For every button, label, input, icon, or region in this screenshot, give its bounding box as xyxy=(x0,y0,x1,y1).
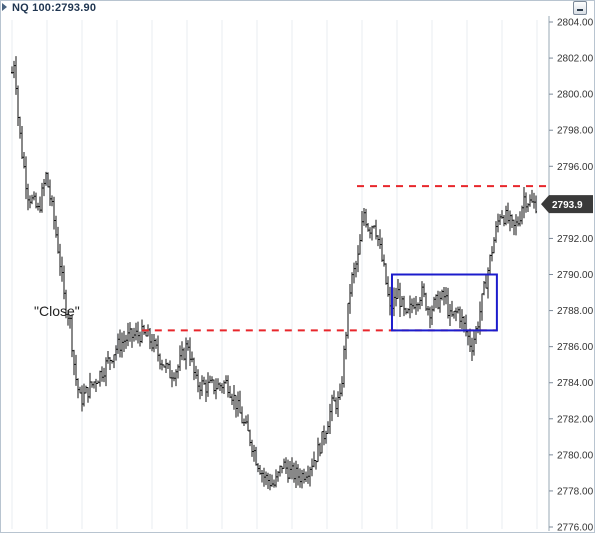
y-tick-label: 2788.00 xyxy=(557,306,594,317)
range-box xyxy=(390,273,498,332)
minimize-button[interactable] xyxy=(573,1,587,15)
collapse-arrow-icon[interactable] xyxy=(2,3,7,11)
y-tick-label: 2796.00 xyxy=(557,162,594,173)
last-price-label: 2793.9 xyxy=(552,200,583,211)
y-tick-label: 2786.00 xyxy=(557,342,594,353)
minimize-icon xyxy=(577,9,583,11)
y-tick-label: 2776.00 xyxy=(557,523,594,533)
y-tick-label: 2800.00 xyxy=(557,90,594,101)
y-tick-label: 2782.00 xyxy=(557,414,594,425)
y-tick-label: 2790.00 xyxy=(557,270,594,281)
y-tick-label: 2784.00 xyxy=(557,378,594,389)
price-bars xyxy=(11,56,537,491)
y-axis: 2776.00 2778.00 2780.00 2782.00 2784.00 2786.… xyxy=(548,16,594,533)
last-price-tag xyxy=(541,195,593,214)
chart-header: NQ 100:2793.90 xyxy=(0,0,595,17)
y-tick-label: 2804.00 xyxy=(557,18,594,29)
y-tick-label: 2802.00 xyxy=(557,54,594,65)
chart-title: NQ 100:2793.90 xyxy=(12,2,97,14)
y-tick-label: 2798.00 xyxy=(557,126,594,137)
annotations: "Close" xyxy=(34,185,548,332)
last-price-marker: 2793.9 xyxy=(541,195,593,214)
close-annotation: "Close" xyxy=(34,303,80,319)
y-tick-label: 2780.00 xyxy=(557,450,594,461)
grid xyxy=(11,20,538,529)
y-tick-label: 2778.00 xyxy=(557,486,594,497)
y-tick-label: 2792.00 xyxy=(557,234,594,245)
